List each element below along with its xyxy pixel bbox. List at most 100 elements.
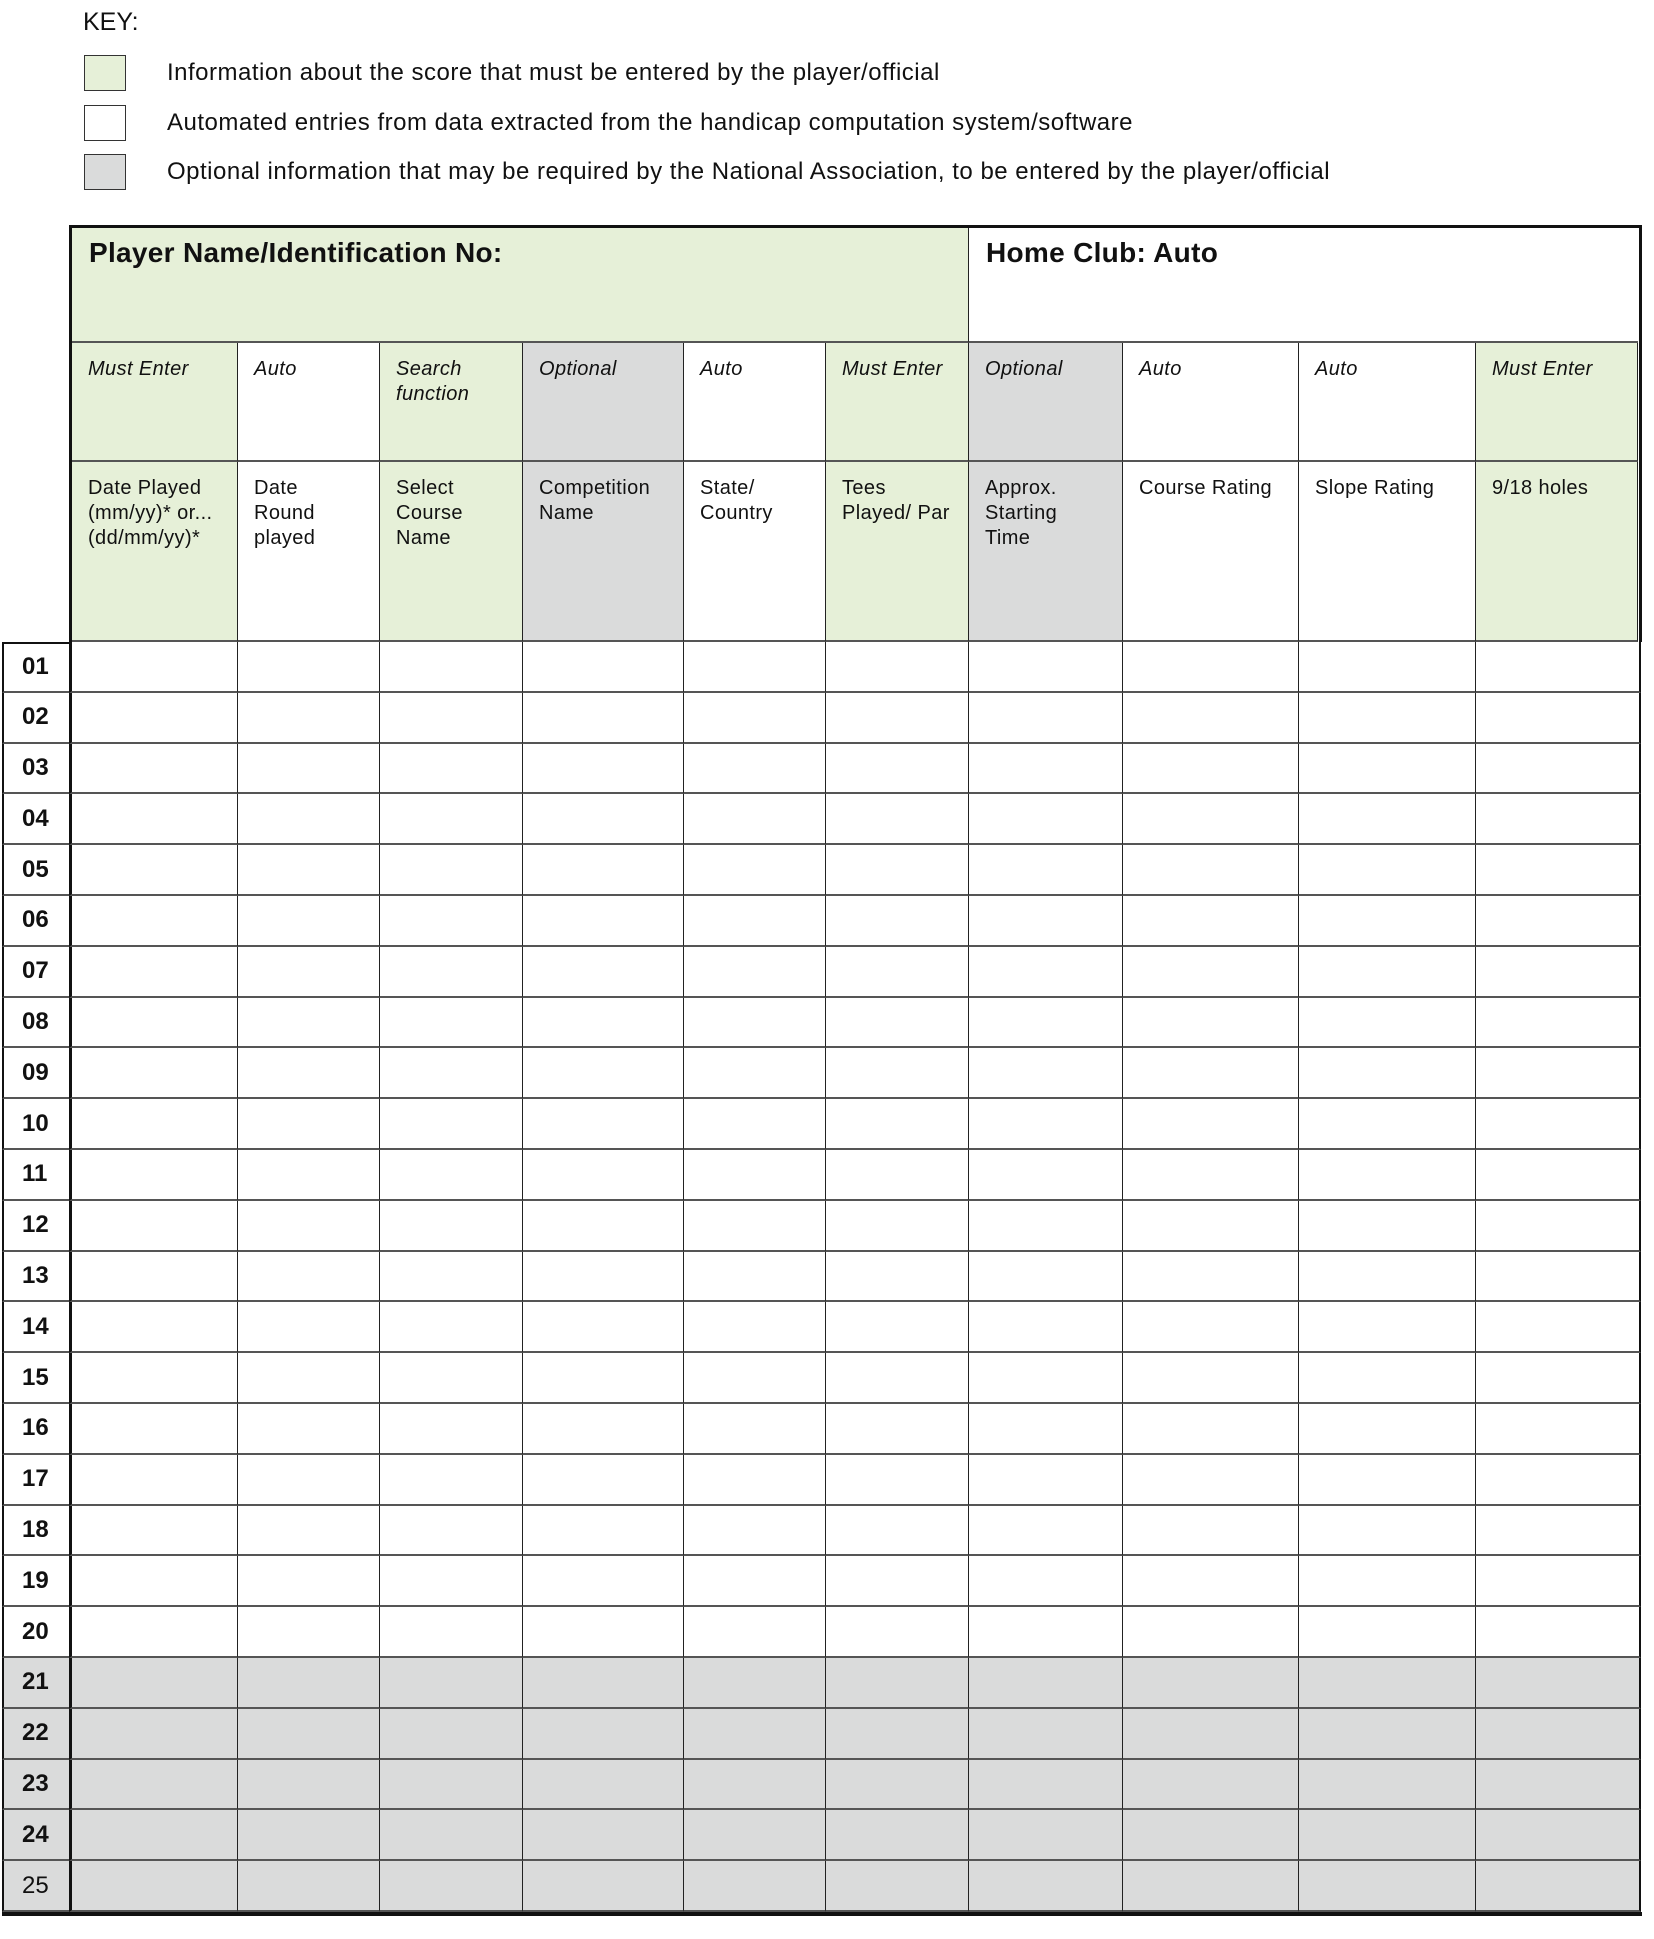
entry-cell[interactable] [1476,1048,1641,1100]
entry-cell[interactable] [380,642,523,693]
entry-cell[interactable] [1476,896,1641,947]
entry-cell[interactable] [1123,1404,1299,1455]
entry-cell[interactable] [826,642,969,693]
entry-cell[interactable] [523,743,684,795]
entry-cell[interactable] [238,1454,380,1506]
entry-cell[interactable] [684,896,826,947]
entry-cell[interactable] [826,1708,969,1760]
entry-cell[interactable] [238,1861,380,1912]
entry-cell[interactable] [69,1048,238,1100]
entry-cell[interactable] [69,1607,238,1658]
entry-cell[interactable] [69,1556,238,1608]
entry-cell[interactable] [826,1861,969,1912]
entry-cell[interactable] [1476,1454,1641,1506]
entry-cell[interactable] [1476,642,1641,693]
entry-cell[interactable] [69,743,238,795]
entry-cell[interactable] [684,997,826,1049]
entry-cell[interactable] [969,1048,1123,1100]
entry-cell[interactable] [1123,1099,1299,1150]
entry-cell[interactable] [969,1302,1123,1354]
entry-cell[interactable] [1299,1658,1476,1709]
entry-cell[interactable] [684,642,826,693]
entry-cell[interactable] [1299,642,1476,693]
entry-cell[interactable] [1123,1658,1299,1709]
entry-cell[interactable] [1299,1302,1476,1354]
entry-cell[interactable] [969,1150,1123,1201]
entry-cell[interactable] [969,692,1123,744]
entry-cell[interactable] [684,794,826,846]
entry-cell[interactable] [69,845,238,896]
entry-cell[interactable] [523,1302,684,1354]
entry-cell[interactable] [969,1556,1123,1608]
entry-cell[interactable] [1123,1556,1299,1608]
entry-cell[interactable] [1123,642,1299,693]
entry-cell[interactable] [1299,794,1476,846]
entry-cell[interactable] [380,1708,523,1760]
entry-cell[interactable] [69,642,238,693]
entry-cell[interactable] [1476,1099,1641,1150]
entry-cell[interactable] [969,1200,1123,1252]
entry-cell[interactable] [826,1454,969,1506]
entry-cell[interactable] [238,997,380,1049]
entry-cell[interactable] [684,1607,826,1658]
entry-cell[interactable] [684,1861,826,1912]
entry-cell[interactable] [238,1556,380,1608]
entry-cell[interactable] [1476,1810,1641,1862]
entry-cell[interactable] [69,1658,238,1709]
entry-cell[interactable] [969,997,1123,1049]
entry-cell[interactable] [969,1810,1123,1862]
entry-cell[interactable] [826,1505,969,1557]
entry-cell[interactable] [1123,1302,1299,1354]
entry-cell[interactable] [380,794,523,846]
entry-cell[interactable] [1299,1759,1476,1811]
entry-cell[interactable] [1299,1150,1476,1201]
entry-cell[interactable] [380,1556,523,1608]
entry-cell[interactable] [1299,1099,1476,1150]
entry-cell[interactable] [969,896,1123,947]
entry-cell[interactable] [1476,743,1641,795]
entry-cell[interactable] [684,1200,826,1252]
entry-cell[interactable] [1299,845,1476,896]
entry-cell[interactable] [1476,845,1641,896]
entry-cell[interactable] [380,997,523,1049]
entry-cell[interactable] [1476,1607,1641,1658]
entry-cell[interactable] [826,743,969,795]
entry-cell[interactable] [380,1200,523,1252]
entry-cell[interactable] [1123,1810,1299,1862]
entry-cell[interactable] [69,1810,238,1862]
entry-cell[interactable] [1299,1607,1476,1658]
entry-cell[interactable] [523,1404,684,1455]
entry-cell[interactable] [1476,794,1641,846]
entry-cell[interactable] [826,1251,969,1303]
entry-cell[interactable] [69,946,238,998]
entry-cell[interactable] [969,845,1123,896]
entry-cell[interactable] [1476,1251,1641,1303]
entry-cell[interactable] [380,1099,523,1150]
entry-cell[interactable] [380,1759,523,1811]
entry-cell[interactable] [969,1251,1123,1303]
entry-cell[interactable] [684,1708,826,1760]
entry-cell[interactable] [1123,1454,1299,1506]
entry-cell[interactable] [380,845,523,896]
entry-cell[interactable] [380,1810,523,1862]
entry-cell[interactable] [1299,692,1476,744]
entry-cell[interactable] [826,1556,969,1608]
entry-cell[interactable] [1123,1861,1299,1912]
entry-cell[interactable] [1299,743,1476,795]
entry-cell[interactable] [380,1454,523,1506]
entry-cell[interactable] [1476,692,1641,744]
entry-cell[interactable] [1123,1150,1299,1201]
entry-cell[interactable] [69,1251,238,1303]
entry-cell[interactable] [1476,1861,1641,1912]
entry-cell[interactable] [969,946,1123,998]
entry-cell[interactable] [238,1200,380,1252]
entry-cell[interactable] [238,1810,380,1862]
entry-cell[interactable] [1123,946,1299,998]
entry-cell[interactable] [523,794,684,846]
entry-cell[interactable] [684,1251,826,1303]
entry-cell[interactable] [380,1404,523,1455]
entry-cell[interactable] [969,1505,1123,1557]
entry-cell[interactable] [238,946,380,998]
entry-cell[interactable] [1123,896,1299,947]
entry-cell[interactable] [380,743,523,795]
